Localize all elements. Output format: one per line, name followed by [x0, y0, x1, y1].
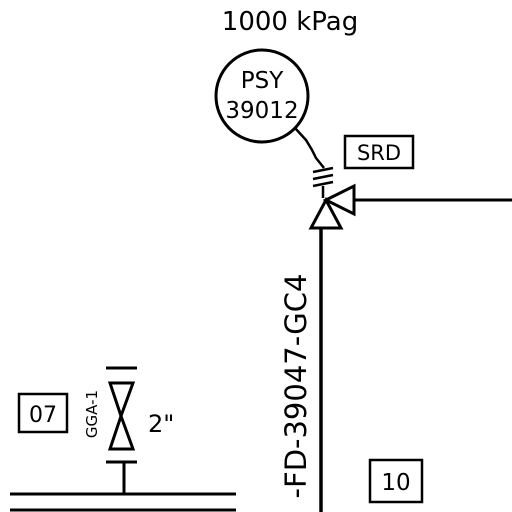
- box-10[interactable]: 10: [368, 458, 424, 504]
- srd-label: SRD: [357, 141, 401, 165]
- drain-valve-tag: GGA-1: [83, 390, 101, 438]
- signal-connection: [294, 127, 325, 169]
- box-07-label: 07: [29, 403, 57, 428]
- drain-valve-size: 2": [148, 410, 174, 438]
- srd-box: [343, 134, 415, 170]
- relief-valve-inlet: [308, 196, 344, 230]
- box-10-frame: [368, 458, 424, 504]
- set-pressure-label: 1000 kPag: [222, 7, 358, 37]
- valve-top-triangle: [107, 381, 136, 421]
- line-number-label: -FD-39047-GC4: [279, 274, 313, 499]
- instrument-bubble[interactable]: PSY 39012: [214, 48, 310, 144]
- instrument-circle: [214, 48, 310, 144]
- box-07[interactable]: 07: [17, 392, 69, 434]
- instrument-tag-number: 39012: [225, 98, 298, 124]
- box-10-label: 10: [381, 470, 410, 496]
- drain-valve[interactable]: [106, 366, 137, 493]
- spring-symbol: [312, 166, 334, 198]
- box-07-frame: [17, 392, 69, 434]
- valve-bottom-triangle: [107, 411, 136, 451]
- relief-valve[interactable]: [308, 183, 356, 230]
- srd-tag[interactable]: SRD: [343, 134, 415, 170]
- instrument-tag-type: PSY: [241, 68, 284, 94]
